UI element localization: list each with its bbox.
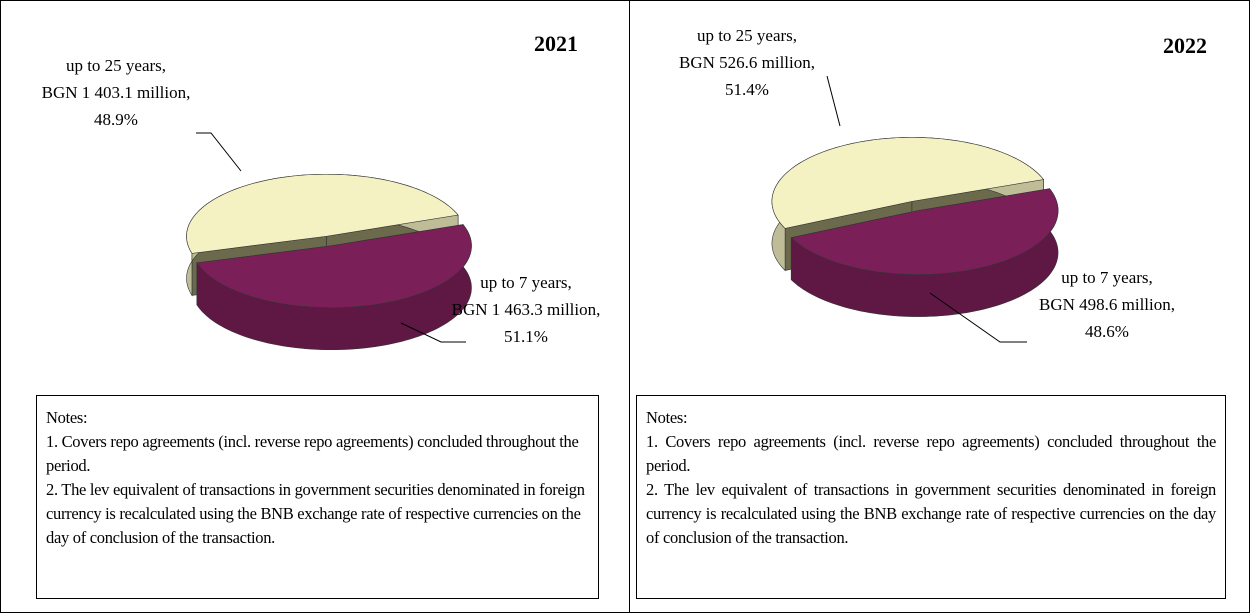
slice <box>196 224 472 309</box>
panel: up to 25 years, BGN 526.6 million, 51.4% up… <box>630 1 1249 612</box>
leader-line <box>929 292 1027 343</box>
notes-box: Notes: 1. Covers repo agreements (incl. … <box>636 395 1226 599</box>
slice <box>186 173 459 254</box>
leader-line <box>826 75 841 127</box>
note: 2. The lev equivalent of transactions in… <box>646 480 1216 547</box>
chart-title: 2021 <box>534 31 578 56</box>
note: 1. Covers repo agreements (incl. reverse… <box>46 432 579 475</box>
data-label-value: 48.9% <box>94 110 138 129</box>
data-label-category: up to 25 years, <box>697 26 797 45</box>
leader-line <box>196 132 242 172</box>
note: 1. Covers repo agreements (incl. reverse… <box>646 432 1216 475</box>
slice <box>790 188 1059 275</box>
data-label-amount: BGN 1 403.1 million, <box>42 83 191 102</box>
chart: up to 25 years, BGN 1 403.1 million, 48.9%… <box>42 31 601 351</box>
data-label-value: 48.6% <box>1085 322 1129 341</box>
notes-title: Notes: <box>646 408 688 427</box>
panel: up to 25 years, BGN 1 403.1 million, 48.9%… <box>1 1 630 612</box>
data-label-category: up to 25 years, <box>66 56 166 75</box>
data-label-category: up to 7 years, <box>1061 268 1153 287</box>
data-label-category: up to 7 years, <box>480 273 572 292</box>
notes-box: Notes: 1. Covers repo agreements (incl. … <box>36 395 599 599</box>
data-label-amount: BGN 498.6 million, <box>1039 295 1175 314</box>
chart-title: 2022 <box>1163 33 1207 58</box>
chart: up to 25 years, BGN 526.6 million, 51.4% up… <box>679 26 1207 343</box>
leader-line <box>400 322 466 343</box>
data-label-amount: BGN 1 463.3 million, <box>452 300 601 319</box>
data-label-value: 51.4% <box>725 80 769 99</box>
data-label-value: 51.1% <box>504 327 548 346</box>
notes-title: Notes: <box>46 408 88 427</box>
data-label-amount: BGN 526.6 million, <box>679 53 815 72</box>
slice <box>771 137 1045 229</box>
note: 2. The lev equivalent of transactions in… <box>46 480 585 547</box>
